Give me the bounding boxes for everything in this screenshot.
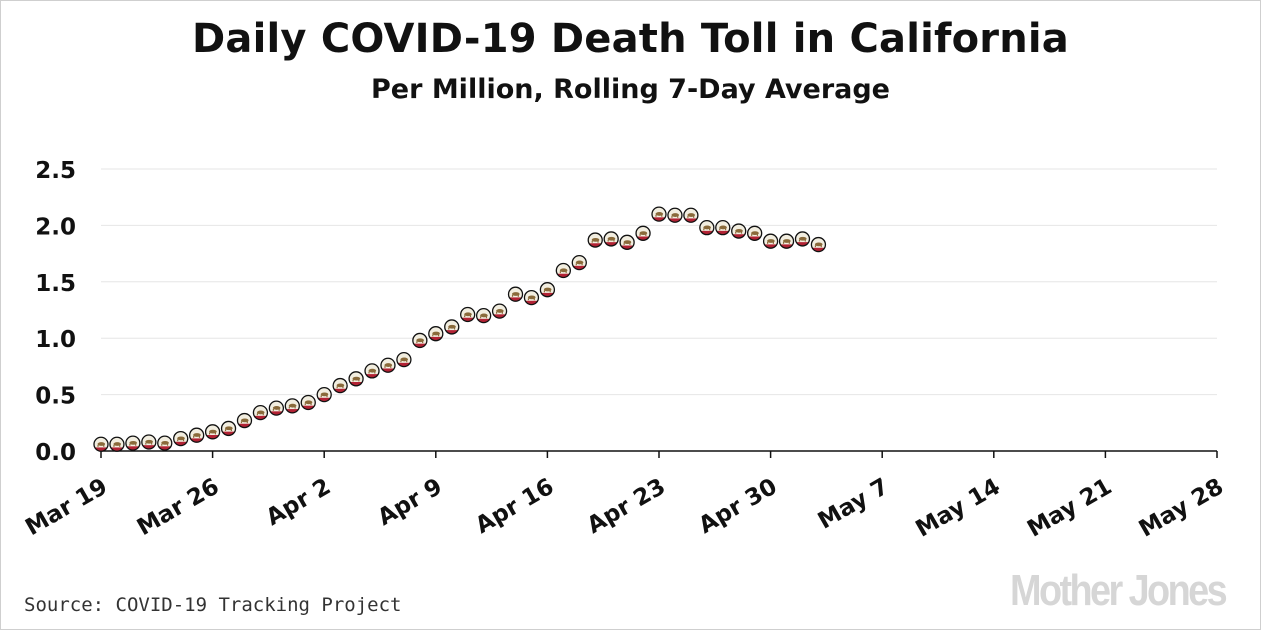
data-point xyxy=(268,400,285,416)
x-tick-label: May 7 xyxy=(814,474,893,535)
x-tick-label: May 28 xyxy=(1135,474,1228,543)
data-point xyxy=(380,357,396,373)
data-point xyxy=(157,435,173,451)
data-point xyxy=(683,207,699,223)
data-point xyxy=(715,220,731,236)
data-point xyxy=(810,236,827,253)
data-point xyxy=(364,363,380,379)
chart-title: Daily COVID-19 Death Toll in California xyxy=(192,16,1069,62)
data-point xyxy=(412,332,428,349)
data-point xyxy=(619,234,635,250)
y-tick-label: 2.0 xyxy=(35,214,76,240)
data-point xyxy=(794,231,811,247)
data-point xyxy=(523,289,540,306)
data-point xyxy=(348,371,364,387)
data-point xyxy=(651,206,667,222)
data-point xyxy=(635,225,651,241)
data-point xyxy=(507,286,524,302)
x-tick-label: Mar 19 xyxy=(21,474,112,541)
y-tick-label: 0.0 xyxy=(35,440,76,466)
data-point xyxy=(475,307,492,324)
data-point xyxy=(125,435,141,451)
data-point xyxy=(762,233,779,249)
data-point xyxy=(539,282,556,298)
data-point xyxy=(699,220,715,236)
x-tick-label: Apr 9 xyxy=(374,474,447,531)
data-point xyxy=(444,319,460,335)
data-point xyxy=(220,420,237,437)
y-tick-label: 1.0 xyxy=(35,327,76,353)
x-tick-label: May 14 xyxy=(912,474,1005,543)
data-point xyxy=(587,232,603,248)
x-tick-label: May 21 xyxy=(1023,474,1116,543)
data-point xyxy=(396,351,412,368)
y-tick-label: 1.5 xyxy=(35,271,76,297)
data-point xyxy=(571,254,587,271)
data-point xyxy=(428,326,444,342)
data-point xyxy=(300,394,316,411)
data-point xyxy=(236,412,253,429)
data-point xyxy=(316,386,332,403)
data-point xyxy=(747,225,763,241)
brand-logo: Mother Jones xyxy=(1009,566,1228,615)
data-point xyxy=(93,436,109,452)
y-tick-label: 0.5 xyxy=(35,384,76,410)
data-point xyxy=(141,434,157,450)
x-tick-label: Mar 26 xyxy=(133,474,224,541)
y-tick-label: 2.5 xyxy=(35,158,76,184)
data-point xyxy=(667,207,683,223)
data-point xyxy=(731,223,747,239)
data-point xyxy=(109,436,125,452)
data-point xyxy=(778,233,795,249)
x-tick-label: Apr 2 xyxy=(262,474,335,531)
data-point xyxy=(252,404,269,421)
data-point xyxy=(555,262,571,279)
data-point xyxy=(173,430,189,447)
data-point xyxy=(189,427,205,443)
x-tick-label: Apr 30 xyxy=(694,474,781,539)
data-point xyxy=(460,306,476,323)
data-point xyxy=(284,398,300,414)
source-note: Source: COVID-19 Tracking Project xyxy=(24,594,402,616)
data-point xyxy=(603,231,619,247)
data-point xyxy=(332,377,348,394)
chart-subtitle: Per Million, Rolling 7-Day Average xyxy=(371,74,890,105)
data-point xyxy=(491,303,508,319)
x-tick-label: Apr 16 xyxy=(471,474,558,539)
data-point xyxy=(204,424,221,440)
x-tick-label: Apr 23 xyxy=(583,474,670,539)
